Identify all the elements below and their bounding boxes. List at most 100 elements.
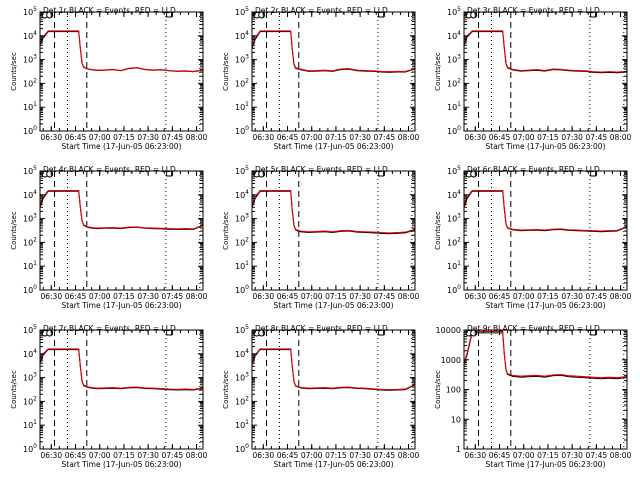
x-tick-label: 06:30 — [40, 292, 62, 301]
series-lld-line — [464, 30, 627, 73]
series-lld-line — [252, 190, 415, 234]
x-tick-label: 08:00 — [610, 292, 632, 301]
y-tick-label: 100 — [23, 125, 37, 136]
plot-frame — [251, 329, 416, 450]
x-tick-label: 06:30 — [464, 292, 486, 301]
plot-frame — [251, 170, 416, 291]
series-events-line — [40, 190, 203, 231]
series-lld-line — [40, 190, 203, 230]
x-tick-label: 07:30 — [137, 133, 159, 142]
x-axis-label: Start Time (17-Jun-05 06:23:00) — [274, 460, 394, 469]
y-tick-label: 105 — [23, 324, 37, 335]
series-group — [252, 30, 415, 73]
y-axis-label: Counts/sec — [434, 370, 442, 409]
y-tick-label: 105 — [447, 6, 461, 17]
x-tick-label: 07:30 — [137, 451, 159, 460]
plot-frame — [463, 329, 628, 450]
series-lld-line — [464, 190, 627, 232]
x-tick-label: 06:45 — [277, 292, 299, 301]
plot-frame — [39, 11, 204, 132]
y-tick-label: 105 — [447, 165, 461, 176]
series-lld-line — [40, 348, 203, 390]
x-tick-label: 08:00 — [398, 292, 420, 301]
x-axis-label: Start Time (17-Jun-05 06:23:00) — [274, 142, 394, 151]
x-tick-label: 07:00 — [301, 133, 323, 142]
y-tick-label: 104 — [23, 189, 37, 200]
x-tick-label: 06:45 — [65, 292, 87, 301]
y-tick-label: 103 — [23, 213, 37, 224]
y-axis-label: Counts/sec — [10, 52, 18, 91]
x-tick-label: 07:45 — [162, 133, 184, 142]
x-tick-label: 06:45 — [65, 451, 87, 460]
series-events-line — [252, 31, 415, 73]
y-tick-label: 100 — [447, 125, 461, 136]
y-tick-label: 100 — [235, 125, 249, 136]
x-tick-label: 06:30 — [464, 133, 486, 142]
x-axis-label: Start Time (17-Jun-05 06:23:00) — [274, 301, 394, 310]
y-tick-label: 100 — [235, 443, 249, 454]
x-tick-label: 07:30 — [349, 451, 371, 460]
series-group — [252, 190, 415, 235]
y-tick-label: 104 — [23, 30, 37, 41]
x-tick-label: 07:45 — [586, 451, 608, 460]
y-tick-label: 103 — [23, 372, 37, 383]
x-tick-label: 06:30 — [40, 133, 62, 142]
x-tick-label: 07:45 — [374, 451, 396, 460]
x-tick-label: 06:30 — [252, 133, 274, 142]
y-tick-label: 102 — [23, 77, 37, 88]
y-tick-label: 1000 — [441, 356, 461, 365]
series-lld-line — [40, 30, 203, 72]
y-tick-label: 105 — [23, 6, 37, 17]
x-tick-label: 08:00 — [610, 451, 632, 460]
x-tick-label: 07:15 — [537, 292, 559, 301]
x-tick-label: 06:45 — [489, 451, 511, 460]
y-tick-label: 101 — [235, 101, 249, 112]
x-tick-label: 07:30 — [561, 133, 583, 142]
series-lld-line — [464, 330, 627, 379]
x-tick-label: 07:00 — [301, 451, 323, 460]
y-tick-label: 105 — [235, 165, 249, 176]
series-events-line — [252, 190, 415, 235]
plot-frame — [39, 170, 204, 291]
x-tick-label: 07:00 — [89, 451, 111, 460]
x-tick-label: 07:15 — [537, 133, 559, 142]
y-tick-label: 103 — [235, 213, 249, 224]
x-tick-label: 07:45 — [162, 292, 184, 301]
y-tick-label: 102 — [235, 77, 249, 88]
x-tick-label: 07:45 — [586, 292, 608, 301]
series-events-line — [252, 349, 415, 391]
panel-title: Det 5r BLACK = Events, RED = LLD — [255, 165, 388, 174]
y-tick-label: 105 — [235, 324, 249, 335]
y-tick-label: 10 — [451, 415, 461, 424]
time-markers — [478, 330, 625, 449]
y-axis-label: Counts/sec — [10, 211, 18, 250]
x-tick-label: 07:15 — [113, 451, 135, 460]
x-axis-label: Start Time (17-Jun-05 06:23:00) — [486, 142, 606, 151]
x-tick-label: 08:00 — [186, 133, 208, 142]
y-tick-label: 104 — [235, 30, 249, 41]
x-tick-label: 07:15 — [325, 133, 347, 142]
series-lld-line — [252, 348, 415, 391]
y-tick-label: 100 — [23, 443, 37, 454]
x-axis-label: Start Time (17-Jun-05 06:23:00) — [62, 460, 182, 469]
x-tick-label: 06:30 — [40, 451, 62, 460]
series-events-line — [464, 31, 627, 74]
x-tick-label: 06:45 — [489, 292, 511, 301]
y-tick-label: 100 — [447, 284, 461, 295]
y-tick-label: 104 — [447, 30, 461, 41]
y-tick-label: 102 — [23, 395, 37, 406]
x-tick-label: 07:00 — [89, 292, 111, 301]
time-markers — [54, 171, 201, 290]
y-tick-label: 101 — [23, 419, 37, 430]
series-events-line — [40, 31, 203, 73]
y-tick-label: 105 — [23, 165, 37, 176]
x-tick-label: 06:45 — [489, 133, 511, 142]
panel-title: Det 6r BLACK = Events, RED = LLD — [467, 165, 600, 174]
y-tick-label: 103 — [23, 54, 37, 65]
panel-title: Det 9r BLACK = Events, RED = LLD — [467, 324, 600, 333]
y-tick-label: 101 — [235, 260, 249, 271]
x-tick-label: 07:30 — [561, 292, 583, 301]
plot-frame — [39, 329, 204, 450]
panel-title: Det 4r BLACK = Events, RED = LLD — [43, 165, 176, 174]
